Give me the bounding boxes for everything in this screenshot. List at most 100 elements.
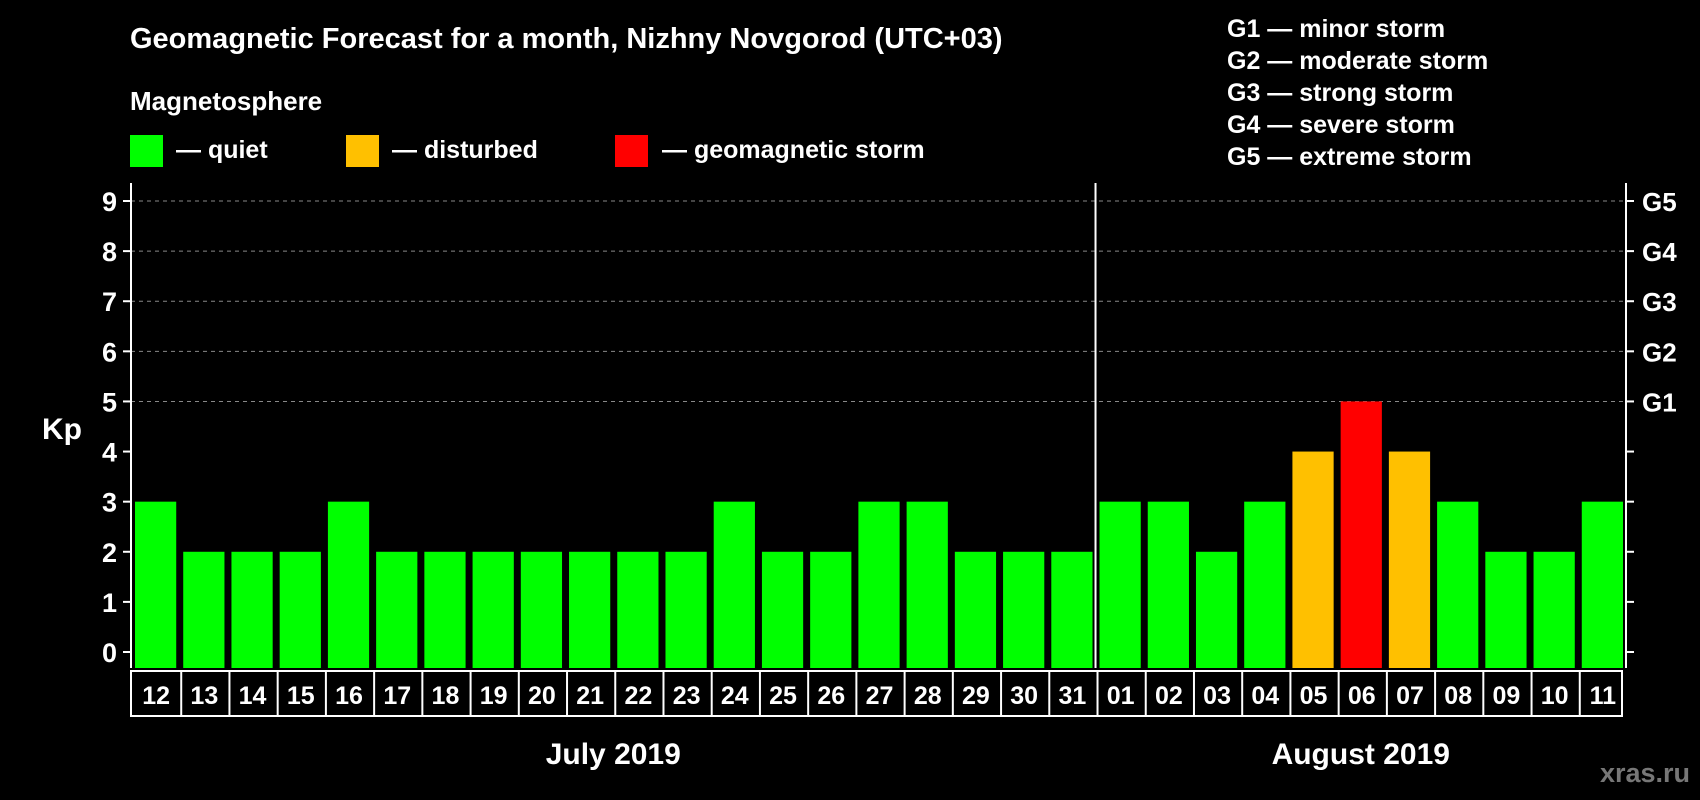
month-label: August 2019 xyxy=(1272,738,1450,771)
bar-20 xyxy=(520,551,563,668)
bar-11 xyxy=(1581,501,1623,668)
day-label: 05 xyxy=(1300,682,1328,710)
bar-02 xyxy=(1147,501,1189,668)
day-label: 30 xyxy=(1010,682,1038,710)
day-label: 31 xyxy=(1058,682,1086,710)
day-label: 11 xyxy=(1590,682,1617,710)
day-label: 15 xyxy=(287,682,315,710)
y-tick-label: 3 xyxy=(102,488,117,518)
bar-08 xyxy=(1437,501,1479,668)
bar-22 xyxy=(617,551,659,668)
y-tick-label: 4 xyxy=(102,438,117,468)
legend-label-quiet: — quiet xyxy=(176,136,268,164)
legend-label-disturbed: — disturbed xyxy=(392,136,538,164)
day-label: 07 xyxy=(1396,682,1424,710)
bar-07 xyxy=(1388,451,1431,668)
y-tick-label: 2 xyxy=(102,538,117,568)
bar-31 xyxy=(1051,551,1093,668)
day-label: 28 xyxy=(914,682,942,710)
bar-16 xyxy=(327,501,370,668)
magnetosphere-legend: — quiet — disturbed — geomagnetic storm xyxy=(130,135,925,167)
day-label: 08 xyxy=(1444,682,1472,710)
day-label: 22 xyxy=(624,682,652,710)
y-tick-label: 5 xyxy=(102,387,117,417)
bar-05 xyxy=(1292,451,1334,668)
day-label: 23 xyxy=(673,682,701,710)
storm-legend-g2: G2 — moderate storm xyxy=(1227,47,1488,75)
bar-25 xyxy=(761,551,804,668)
day-label: 04 xyxy=(1251,682,1279,710)
chart-title: Geomagnetic Forecast for a month, Nizhny… xyxy=(130,23,1003,55)
day-label-border xyxy=(130,670,1623,717)
bars xyxy=(135,401,1623,668)
day-label: 13 xyxy=(190,682,218,710)
day-label: 17 xyxy=(383,682,411,710)
day-label: 10 xyxy=(1541,682,1569,710)
day-label: 21 xyxy=(576,682,604,710)
bar-15 xyxy=(279,551,321,668)
y-tick-label: 9 xyxy=(102,187,117,217)
day-label: 06 xyxy=(1348,682,1376,710)
storm-legend-g3: G3 — strong storm xyxy=(1227,79,1453,107)
bar-27 xyxy=(858,501,900,668)
legend-swatch-disturbed xyxy=(346,135,379,167)
day-label: 03 xyxy=(1203,682,1231,710)
bar-24 xyxy=(713,501,755,668)
bar-18 xyxy=(424,551,466,668)
y-tick-label: 8 xyxy=(102,237,117,267)
day-label: 02 xyxy=(1155,682,1183,710)
legend-label-storm: — geomagnetic storm xyxy=(662,136,925,164)
storm-legend-g5: G5 — extreme storm xyxy=(1227,143,1472,171)
legend-swatch-storm xyxy=(615,135,648,167)
bar-29 xyxy=(954,551,997,668)
storm-level-label-g2: G2 xyxy=(1642,337,1677,367)
chart-subtitle: Magnetosphere xyxy=(130,86,322,116)
storm-legend-g4: G4 — severe storm xyxy=(1227,111,1455,139)
day-label: 26 xyxy=(817,682,845,710)
bar-23 xyxy=(665,551,707,668)
bar-01 xyxy=(1099,501,1141,668)
day-label: 25 xyxy=(769,682,797,710)
grid-lines xyxy=(131,200,1626,402)
y-tick-label: 6 xyxy=(102,337,117,367)
bar-14 xyxy=(231,551,273,668)
y-axis-label: Kp xyxy=(42,413,82,446)
day-label: 16 xyxy=(335,682,363,710)
bar-09 xyxy=(1485,551,1527,668)
storm-level-label-g4: G4 xyxy=(1642,237,1677,267)
day-label-row: 12 13 14 15 16 17 18 19 20 21 22 23 24 25 26 27 28 29 30 31… xyxy=(130,670,1623,717)
bar-19 xyxy=(472,551,514,668)
day-label: 01 xyxy=(1107,682,1135,710)
watermark: xras.ru xyxy=(1600,758,1690,788)
y-tick-label: 1 xyxy=(102,588,117,618)
bar-12 xyxy=(135,501,177,668)
storm-scale-legend: G1 — minor storm G2 — moderate storm G3 … xyxy=(1227,15,1488,171)
legend-swatch-quiet xyxy=(130,135,163,167)
y-tick-label: 0 xyxy=(102,638,117,668)
storm-level-label-g1: G1 xyxy=(1642,387,1677,417)
bar-26 xyxy=(810,551,852,668)
day-label: 09 xyxy=(1493,682,1521,710)
y-tick-label: 7 xyxy=(102,287,117,317)
storm-level-axis: G1 G2 G3 G4 G5 xyxy=(1626,187,1677,653)
bar-17 xyxy=(376,551,418,668)
day-label: 12 xyxy=(142,682,170,710)
y-axis-ticks: 0 1 2 3 4 5 6 7 8 9 xyxy=(102,187,131,668)
day-label: 19 xyxy=(480,682,508,710)
month-labels: July 2019 August 2019 xyxy=(546,738,1450,771)
day-label: 24 xyxy=(721,682,749,710)
bar-21 xyxy=(569,551,611,668)
storm-level-label-g5: G5 xyxy=(1642,187,1677,217)
day-label: 18 xyxy=(432,682,460,710)
bar-13 xyxy=(183,551,225,668)
bar-10 xyxy=(1533,551,1575,668)
bar-06 xyxy=(1340,401,1382,668)
month-label: July 2019 xyxy=(546,738,681,771)
storm-level-label-g3: G3 xyxy=(1642,287,1677,317)
plot-frame xyxy=(130,183,1627,668)
bar-28 xyxy=(906,501,948,668)
storm-legend-g1: G1 — minor storm xyxy=(1227,15,1445,43)
bar-30 xyxy=(1003,551,1045,668)
day-label: 20 xyxy=(528,682,556,710)
